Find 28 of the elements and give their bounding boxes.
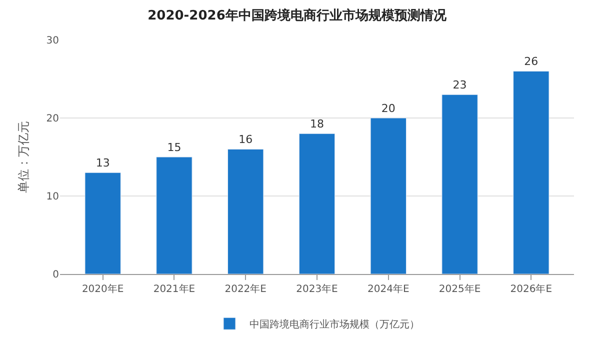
y-tick-label: 30 [46,36,59,46]
data-label: 18 [310,118,324,131]
x-tick-label: 2024年E [368,283,410,295]
bar [228,148,264,274]
bar [298,133,336,274]
bar [156,156,192,274]
data-label: 13 [96,156,110,170]
x-tick-label: 2023年E [296,283,338,295]
x-tick-label: 2026年E [510,283,552,295]
y-axis-title: 单位：万亿元 [16,121,31,193]
bar [442,94,478,274]
bar [513,70,550,274]
x-tick-label: 2022年E [224,283,266,295]
data-label: 15 [167,141,182,154]
x-tick-label: 2021年E [153,283,196,295]
data-label: 26 [524,55,538,68]
chart-title: 2020-2026年中国跨境电商行业市场规模预测情况 [148,8,448,24]
data-label: 23 [452,78,467,92]
y-tick-label: 10 [46,192,59,202]
legend-label: 中国跨境电商行业市场规模（万亿元） [250,318,420,330]
y-tick-label: 0 [52,270,59,280]
bar [84,172,121,274]
x-tick-label: 2020年E [82,283,124,295]
bar [370,118,406,274]
data-label: 20 [381,102,396,115]
data-label: 16 [238,133,253,146]
x-tick-label: 2025年E [438,283,481,295]
y-tick-label: 20 [46,114,59,124]
